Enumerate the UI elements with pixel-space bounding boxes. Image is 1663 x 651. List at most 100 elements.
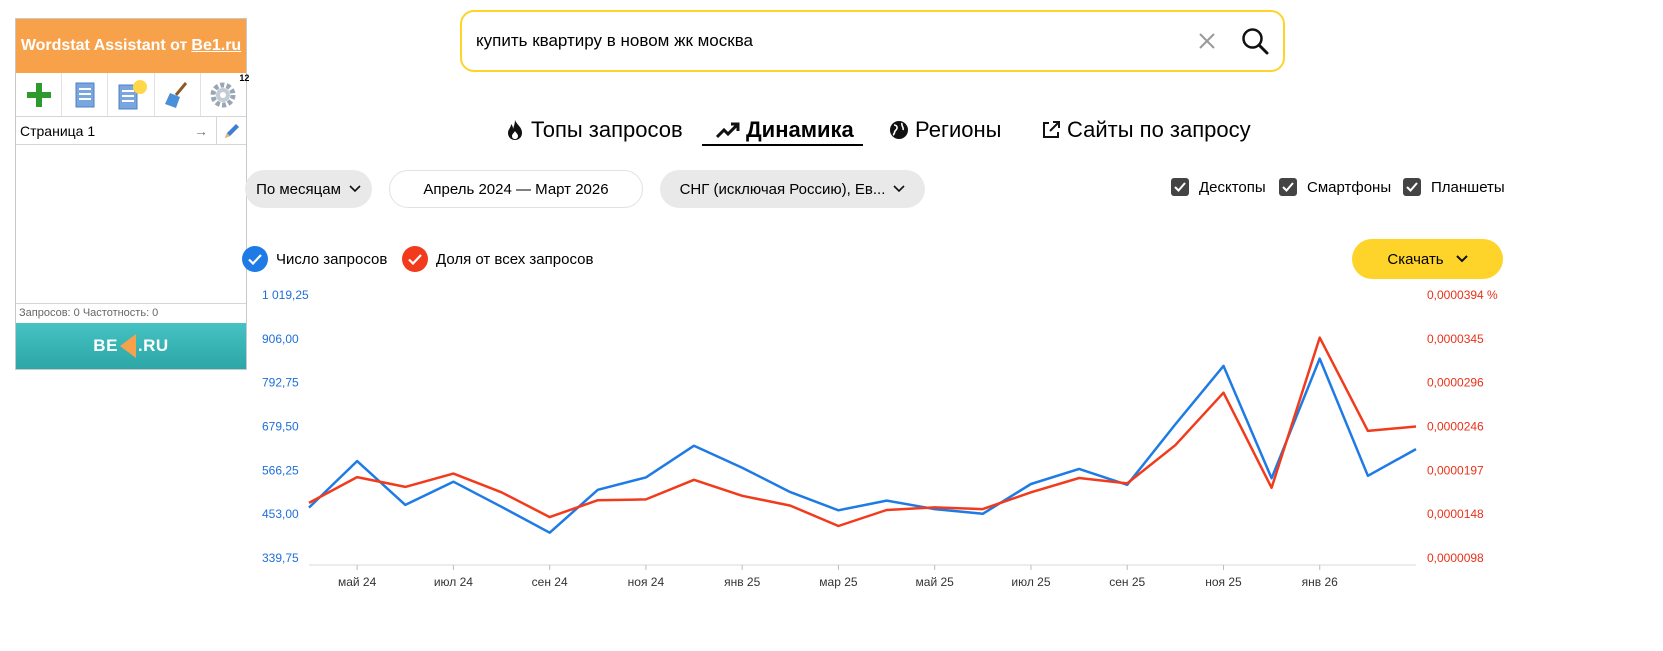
data-point[interactable] bbox=[884, 507, 890, 513]
data-point[interactable] bbox=[499, 489, 505, 495]
data-point[interactable] bbox=[1317, 335, 1323, 341]
data-point[interactable] bbox=[1221, 363, 1227, 369]
edit-page-button[interactable] bbox=[216, 116, 246, 145]
plus-icon bbox=[26, 82, 51, 107]
right-tick-label: 0,0000148 bbox=[1427, 507, 1484, 521]
right-tick-label: 0,0000345 bbox=[1427, 332, 1484, 346]
device-checkbox-desktop[interactable]: Десктопы bbox=[1171, 178, 1266, 196]
data-point[interactable] bbox=[932, 504, 938, 510]
x-tick-label: сен 25 bbox=[1109, 575, 1145, 589]
data-point[interactable] bbox=[691, 443, 697, 449]
settings-button[interactable] bbox=[201, 73, 246, 116]
data-point[interactable] bbox=[1365, 473, 1371, 479]
data-point[interactable] bbox=[1413, 446, 1419, 452]
data-point[interactable] bbox=[1172, 442, 1178, 448]
tab-regions[interactable]: Регионы bbox=[889, 114, 1001, 146]
tab-dynamics[interactable]: Динамика bbox=[716, 114, 854, 146]
document-icon bbox=[75, 82, 95, 107]
data-point[interactable] bbox=[739, 493, 745, 499]
data-point[interactable] bbox=[354, 474, 360, 480]
data-point[interactable] bbox=[1413, 424, 1419, 430]
data-point[interactable] bbox=[595, 497, 601, 503]
arrow-right-icon[interactable]: → bbox=[194, 122, 208, 139]
data-point[interactable] bbox=[547, 530, 553, 536]
data-point[interactable] bbox=[450, 479, 456, 485]
data-point[interactable] bbox=[354, 458, 360, 464]
series-line-query-count bbox=[308, 357, 1417, 534]
clear-button[interactable] bbox=[155, 73, 201, 116]
left-tick-label: 339,75 bbox=[262, 551, 299, 565]
data-point[interactable] bbox=[1365, 428, 1371, 434]
data-point[interactable] bbox=[450, 471, 456, 477]
assistant-title: Wordstat Assistant от bbox=[20, 37, 188, 54]
data-point[interactable] bbox=[547, 514, 553, 520]
data-point[interactable] bbox=[402, 502, 408, 508]
data-point[interactable] bbox=[691, 477, 697, 483]
data-point[interactable] bbox=[787, 489, 793, 495]
chevron-down-icon bbox=[349, 185, 361, 193]
legend-query-count[interactable]: Число запросов bbox=[242, 246, 387, 272]
right-tick-label: 0,0000394 % bbox=[1427, 288, 1498, 302]
data-point[interactable] bbox=[835, 507, 841, 513]
data-point[interactable] bbox=[1221, 390, 1227, 396]
pencil-icon bbox=[224, 123, 239, 138]
right-tick-label: 0,0000296 bbox=[1427, 376, 1484, 390]
chevron-down-icon bbox=[1455, 255, 1468, 263]
data-point[interactable] bbox=[1124, 480, 1130, 486]
device-checkbox-smartphone[interactable]: Смартфоны bbox=[1279, 178, 1391, 196]
period-select[interactable]: По месяцам bbox=[245, 170, 372, 208]
data-point[interactable] bbox=[1028, 489, 1034, 495]
copy-button[interactable] bbox=[62, 73, 109, 116]
right-tick-label: 0,0000197 bbox=[1427, 463, 1484, 477]
data-point[interactable] bbox=[306, 500, 312, 506]
data-point[interactable] bbox=[835, 523, 841, 529]
data-point[interactable] bbox=[595, 487, 601, 493]
data-point[interactable] bbox=[980, 506, 986, 512]
x-tick-label: янв 25 bbox=[724, 575, 761, 589]
search-box[interactable]: купить квартиру в новом жк москва bbox=[460, 10, 1285, 72]
data-point[interactable] bbox=[1317, 356, 1323, 362]
copy-with-frequency-button[interactable]: 12 bbox=[108, 73, 249, 116]
data-point[interactable] bbox=[402, 484, 408, 490]
clear-search-button[interactable] bbox=[1187, 32, 1227, 50]
active-tab-indicator bbox=[702, 144, 863, 146]
region-select[interactable]: СНГ (исключая Россию), Ев... bbox=[660, 170, 925, 208]
data-point[interactable] bbox=[739, 465, 745, 471]
search-button[interactable] bbox=[1227, 27, 1283, 55]
external-link-icon bbox=[1043, 121, 1060, 138]
date-range-select[interactable]: Апрель 2024 — Март 2026 bbox=[389, 170, 643, 208]
left-tick-label: 792,75 bbox=[262, 376, 299, 390]
tab-top-queries[interactable]: Топы запросов bbox=[505, 114, 683, 146]
x-axis: май 24 июл 24 сен 24 ноя 24 янв 25 мар 25 май … bbox=[338, 565, 1338, 589]
search-input[interactable]: купить квартиру в новом жк москва bbox=[476, 31, 753, 50]
data-point[interactable] bbox=[1028, 481, 1034, 487]
page-row[interactable]: Страница 1 → bbox=[16, 116, 246, 145]
fire-icon bbox=[508, 120, 522, 140]
data-point[interactable] bbox=[1076, 466, 1082, 472]
globe-icon bbox=[890, 121, 908, 139]
tab-label: Топы запросов bbox=[531, 117, 683, 142]
page-label: Страница 1 bbox=[20, 122, 96, 139]
tab-sites[interactable]: Сайты по запросу bbox=[1041, 114, 1251, 146]
data-point[interactable] bbox=[884, 498, 890, 504]
data-point[interactable] bbox=[1172, 421, 1178, 427]
add-button[interactable] bbox=[16, 73, 63, 116]
data-point[interactable] bbox=[787, 503, 793, 509]
be1-banner[interactable]: BE .RU bbox=[16, 323, 246, 369]
search-icon bbox=[1242, 28, 1269, 55]
data-point[interactable] bbox=[643, 496, 649, 502]
device-checkbox-tablet[interactable]: Планшеты bbox=[1403, 178, 1505, 196]
left-tick-label: 1 019,25 bbox=[262, 288, 309, 302]
data-point[interactable] bbox=[1269, 485, 1275, 491]
banner-text-left: BE bbox=[93, 336, 118, 355]
legend-query-share[interactable]: Доля от всех запросов bbox=[402, 246, 593, 272]
left-tick-label: 679,50 bbox=[262, 420, 299, 434]
data-point[interactable] bbox=[499, 504, 505, 510]
download-button[interactable]: Скачать bbox=[1352, 239, 1503, 279]
checkbox-checked-icon bbox=[1403, 178, 1421, 196]
device-label: Десктопы bbox=[1199, 178, 1266, 196]
region-value: СНГ (исключая Россию), Ев... bbox=[679, 180, 886, 198]
data-point[interactable] bbox=[643, 474, 649, 480]
data-point[interactable] bbox=[1076, 475, 1082, 481]
assistant-site-link[interactable]: Be1.ru bbox=[191, 37, 242, 54]
